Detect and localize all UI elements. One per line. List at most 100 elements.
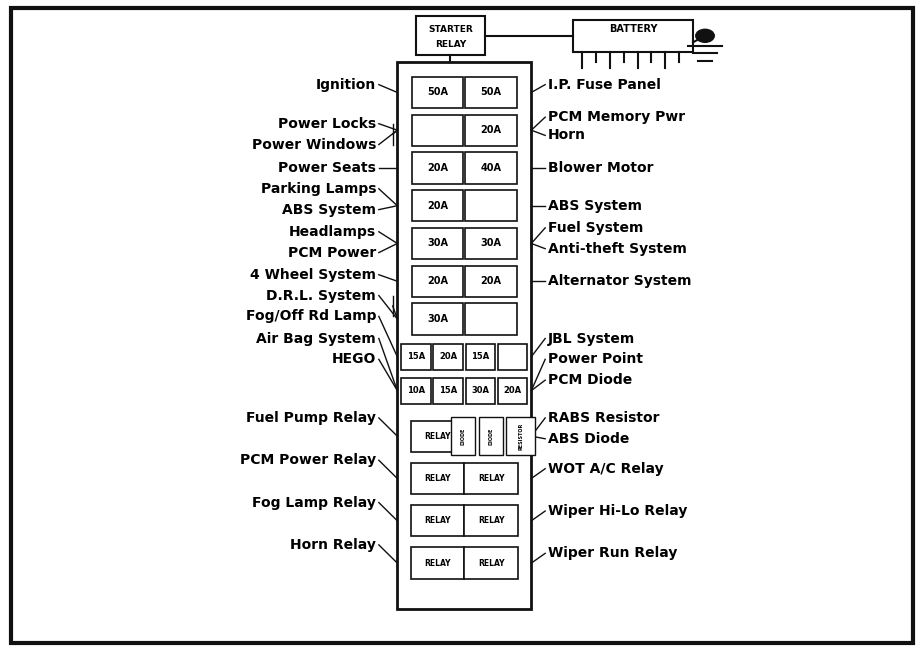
Text: DIODE: DIODE [461,428,466,445]
Text: JBL System: JBL System [548,331,635,346]
Text: 40A: 40A [480,163,502,173]
Bar [433,344,463,370]
Bar [410,547,464,579]
Bar [506,417,536,455]
Text: Wiper Run Relay: Wiper Run Relay [548,546,677,561]
Bar [411,303,463,335]
Bar [465,152,517,184]
Text: 20A: 20A [480,125,502,135]
Bar [465,303,517,335]
Text: RELAY: RELAY [478,516,505,525]
Text: 20A: 20A [427,276,448,286]
Text: 15A: 15A [471,352,490,361]
Text: Fuel Pump Relay: Fuel Pump Relay [246,411,376,425]
Bar [498,344,528,370]
Text: 20A: 20A [427,163,448,173]
Text: RELAY: RELAY [424,474,451,483]
Text: 4 Wheel System: 4 Wheel System [250,268,376,282]
Text: RABS Resistor: RABS Resistor [548,411,660,425]
Text: PCM Power: PCM Power [287,245,376,260]
Bar [465,115,517,146]
Bar [411,266,463,297]
Bar [416,16,485,55]
Text: ABS Diode: ABS Diode [548,432,629,446]
Bar [411,115,463,146]
Text: 15A: 15A [407,352,425,361]
Text: Ignition: Ignition [316,77,376,92]
Text: RELAY: RELAY [424,516,451,525]
Text: Power Windows: Power Windows [251,137,376,152]
Bar [573,20,693,52]
Text: 30A: 30A [427,238,448,249]
Bar [401,344,431,370]
Text: 10A: 10A [407,386,425,395]
Text: Horn Relay: Horn Relay [290,538,376,552]
Text: Power Point: Power Point [548,352,643,367]
Text: BATTERY: BATTERY [609,23,657,34]
Text: 30A: 30A [427,314,448,324]
Text: RELAY: RELAY [424,559,451,568]
Text: RELAY: RELAY [424,432,451,441]
Text: ABS System: ABS System [548,199,642,213]
Bar [411,228,463,259]
Bar [411,152,463,184]
Bar [465,190,517,221]
Text: Anti-theft System: Anti-theft System [548,242,687,256]
Text: Power Seats: Power Seats [278,161,376,175]
Bar [465,266,517,297]
Text: Fog Lamp Relay: Fog Lamp Relay [252,495,376,510]
Text: RESISTOR: RESISTOR [518,422,523,450]
Bar [464,505,517,536]
Bar [466,378,495,404]
Text: Parking Lamps: Parking Lamps [261,182,376,196]
Bar [397,62,531,609]
Text: Horn: Horn [548,128,586,143]
Text: ABS System: ABS System [282,202,376,217]
Text: 30A: 30A [480,238,502,249]
Text: Alternator System: Alternator System [548,274,691,288]
Text: 50A: 50A [427,87,448,98]
Bar [410,505,464,536]
Text: DIODE: DIODE [489,428,493,445]
Text: I.P. Fuse Panel: I.P. Fuse Panel [548,77,661,92]
Text: Power Locks: Power Locks [278,117,376,131]
Text: 20A: 20A [504,386,522,395]
Bar [411,190,463,221]
Text: RELAY: RELAY [478,559,505,568]
Text: 30A: 30A [471,386,490,395]
Text: STARTER: STARTER [428,25,473,35]
Text: 15A: 15A [439,386,457,395]
Bar [464,463,517,494]
Bar [410,421,464,452]
Text: Air Bag System: Air Bag System [256,331,376,346]
Bar [465,228,517,259]
Text: HEGO: HEGO [332,352,376,367]
Text: WOT A/C Relay: WOT A/C Relay [548,462,663,476]
Text: Fuel System: Fuel System [548,221,643,235]
Text: Fog/Off Rd Lamp: Fog/Off Rd Lamp [246,309,376,324]
Bar [433,378,463,404]
Text: Wiper Hi-Lo Relay: Wiper Hi-Lo Relay [548,504,687,518]
Bar [410,463,464,494]
Text: D.R.L. System: D.R.L. System [266,288,376,303]
Bar [465,77,517,108]
Text: RELAY: RELAY [435,40,466,49]
Bar [411,77,463,108]
Bar [479,417,503,455]
Text: PCM Diode: PCM Diode [548,373,632,387]
Text: PCM Memory Pwr: PCM Memory Pwr [548,110,685,124]
Bar [498,378,528,404]
Circle shape [696,29,714,42]
Text: PCM Power Relay: PCM Power Relay [240,453,376,467]
Bar [464,547,517,579]
Text: Blower Motor: Blower Motor [548,161,653,175]
Text: 50A: 50A [480,87,502,98]
Text: Headlamps: Headlamps [289,225,376,239]
Text: 20A: 20A [480,276,502,286]
Text: 20A: 20A [427,201,448,211]
Text: RELAY: RELAY [478,474,505,483]
Bar [401,378,431,404]
Bar [451,417,475,455]
Bar [466,344,495,370]
Text: 20A: 20A [439,352,457,361]
